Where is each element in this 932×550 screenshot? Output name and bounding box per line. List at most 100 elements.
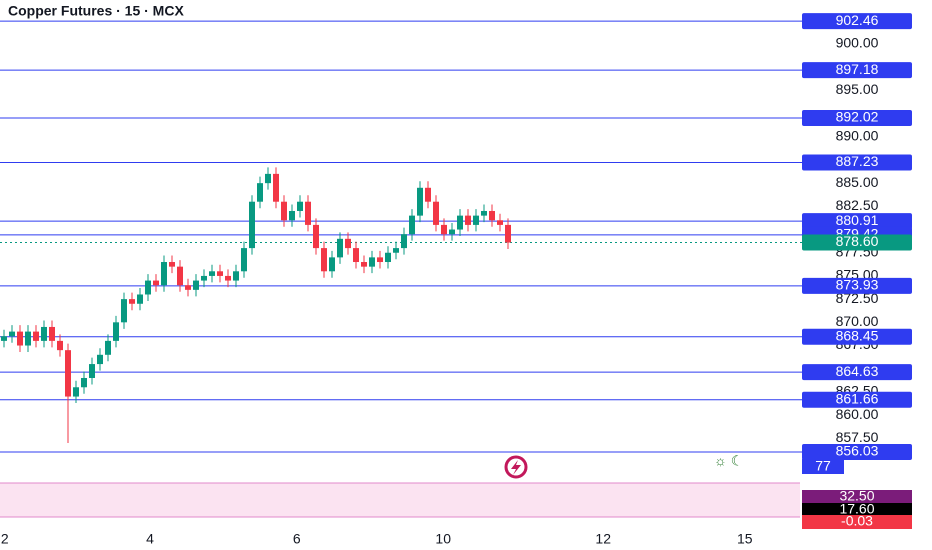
candle-body <box>425 187 431 202</box>
candle-body <box>481 210 487 216</box>
candle-body <box>33 331 39 341</box>
candle-body <box>217 271 223 276</box>
indicator-band <box>0 483 800 517</box>
y-tick-label: 860.00 <box>836 406 879 422</box>
candle-body <box>289 210 295 221</box>
y-tick-label: 870.00 <box>836 313 879 329</box>
candle-body <box>1 336 7 341</box>
candle-body <box>457 215 463 230</box>
candle-body <box>9 331 15 337</box>
indicator-label: 17.60 <box>839 501 874 517</box>
candle-body <box>137 294 143 304</box>
x-tick-label: 15 <box>737 531 753 547</box>
level-label: 897.18 <box>836 61 879 77</box>
level-badge <box>802 62 912 79</box>
candle-body <box>97 354 103 365</box>
volume-badge <box>802 459 844 474</box>
session-icon: ☼ ☾ <box>714 453 743 469</box>
candle-body <box>337 238 343 258</box>
candle-body <box>65 350 71 397</box>
candle-body <box>449 229 455 235</box>
y-tick-label: 895.00 <box>836 81 879 97</box>
candle-body <box>161 262 167 286</box>
candle-body <box>345 238 351 249</box>
indicator-label: 32.50 <box>839 488 874 504</box>
y-tick-label: 882.50 <box>836 197 879 213</box>
candle-body <box>505 224 511 243</box>
candle-body <box>57 340 63 351</box>
candle-body <box>73 387 79 397</box>
level-label: 902.46 <box>836 12 879 28</box>
last-price-label: 878.60 <box>836 233 879 249</box>
candle-body <box>433 201 439 225</box>
y-tick-label: 900.00 <box>836 35 879 51</box>
x-tick-label: 12 <box>595 531 611 547</box>
candle-body <box>409 215 415 235</box>
level-badge <box>802 364 912 381</box>
candle-body <box>257 183 263 202</box>
candle-body <box>41 326 47 341</box>
x-tick-label: 6 <box>293 531 301 547</box>
volume-label: 77 <box>815 458 831 474</box>
candle-body <box>17 331 23 346</box>
level-badge <box>802 13 912 30</box>
candle-body <box>193 280 199 290</box>
level-label: 880.91 <box>836 212 879 228</box>
candle-body <box>297 201 303 211</box>
candle-body <box>361 262 367 267</box>
candle-body <box>497 220 503 225</box>
candle-body <box>489 210 495 221</box>
candle-body <box>145 280 151 295</box>
level-badge <box>802 110 912 127</box>
candle-body <box>89 364 95 378</box>
candle-body <box>265 173 271 184</box>
candle-body <box>113 322 119 341</box>
candle-body <box>225 275 231 281</box>
indicator-badge <box>802 503 912 517</box>
candle-body <box>209 271 215 276</box>
level-badge <box>802 391 912 408</box>
candle-body <box>385 252 391 263</box>
candle-body <box>329 257 335 272</box>
y-tick-label: 885.00 <box>836 174 879 190</box>
candle-body <box>441 224 447 235</box>
indicator-label: -0.03 <box>841 513 873 529</box>
indicator-badge <box>802 490 912 504</box>
level-badge <box>802 328 912 345</box>
candle-body <box>353 248 359 263</box>
level-badge <box>802 154 912 171</box>
candle-body <box>129 299 135 304</box>
candle-body <box>25 331 31 346</box>
y-tick-label: 857.50 <box>836 429 879 445</box>
flash-icon <box>504 455 528 479</box>
candle-body <box>473 215 479 225</box>
candle-body <box>49 326 55 341</box>
last-price-badge <box>802 234 912 251</box>
candle-body <box>393 248 399 253</box>
candle-body <box>465 215 471 225</box>
level-label: 856.03 <box>836 443 879 459</box>
candle-body <box>417 187 423 216</box>
level-badge <box>802 277 912 294</box>
candle-body <box>305 201 311 225</box>
chart-title: Copper Futures · 15 · MCX <box>8 3 184 19</box>
level-badge <box>802 443 912 460</box>
candle-body <box>249 201 255 249</box>
candle-body <box>201 275 207 281</box>
candle-body <box>377 257 383 263</box>
candle-body <box>177 266 183 286</box>
level-label: 887.23 <box>836 153 879 169</box>
level-label: 861.66 <box>836 390 879 406</box>
candle-body <box>281 201 287 221</box>
y-tick-label: 890.00 <box>836 127 879 143</box>
candle-body <box>105 340 111 355</box>
candle-body <box>81 377 87 388</box>
x-tick-label: 4 <box>146 531 154 547</box>
candle-body <box>153 280 159 286</box>
level-badge <box>802 213 912 230</box>
candle-body <box>313 224 319 249</box>
x-tick-label: 10 <box>435 531 451 547</box>
candle-body <box>241 248 247 272</box>
